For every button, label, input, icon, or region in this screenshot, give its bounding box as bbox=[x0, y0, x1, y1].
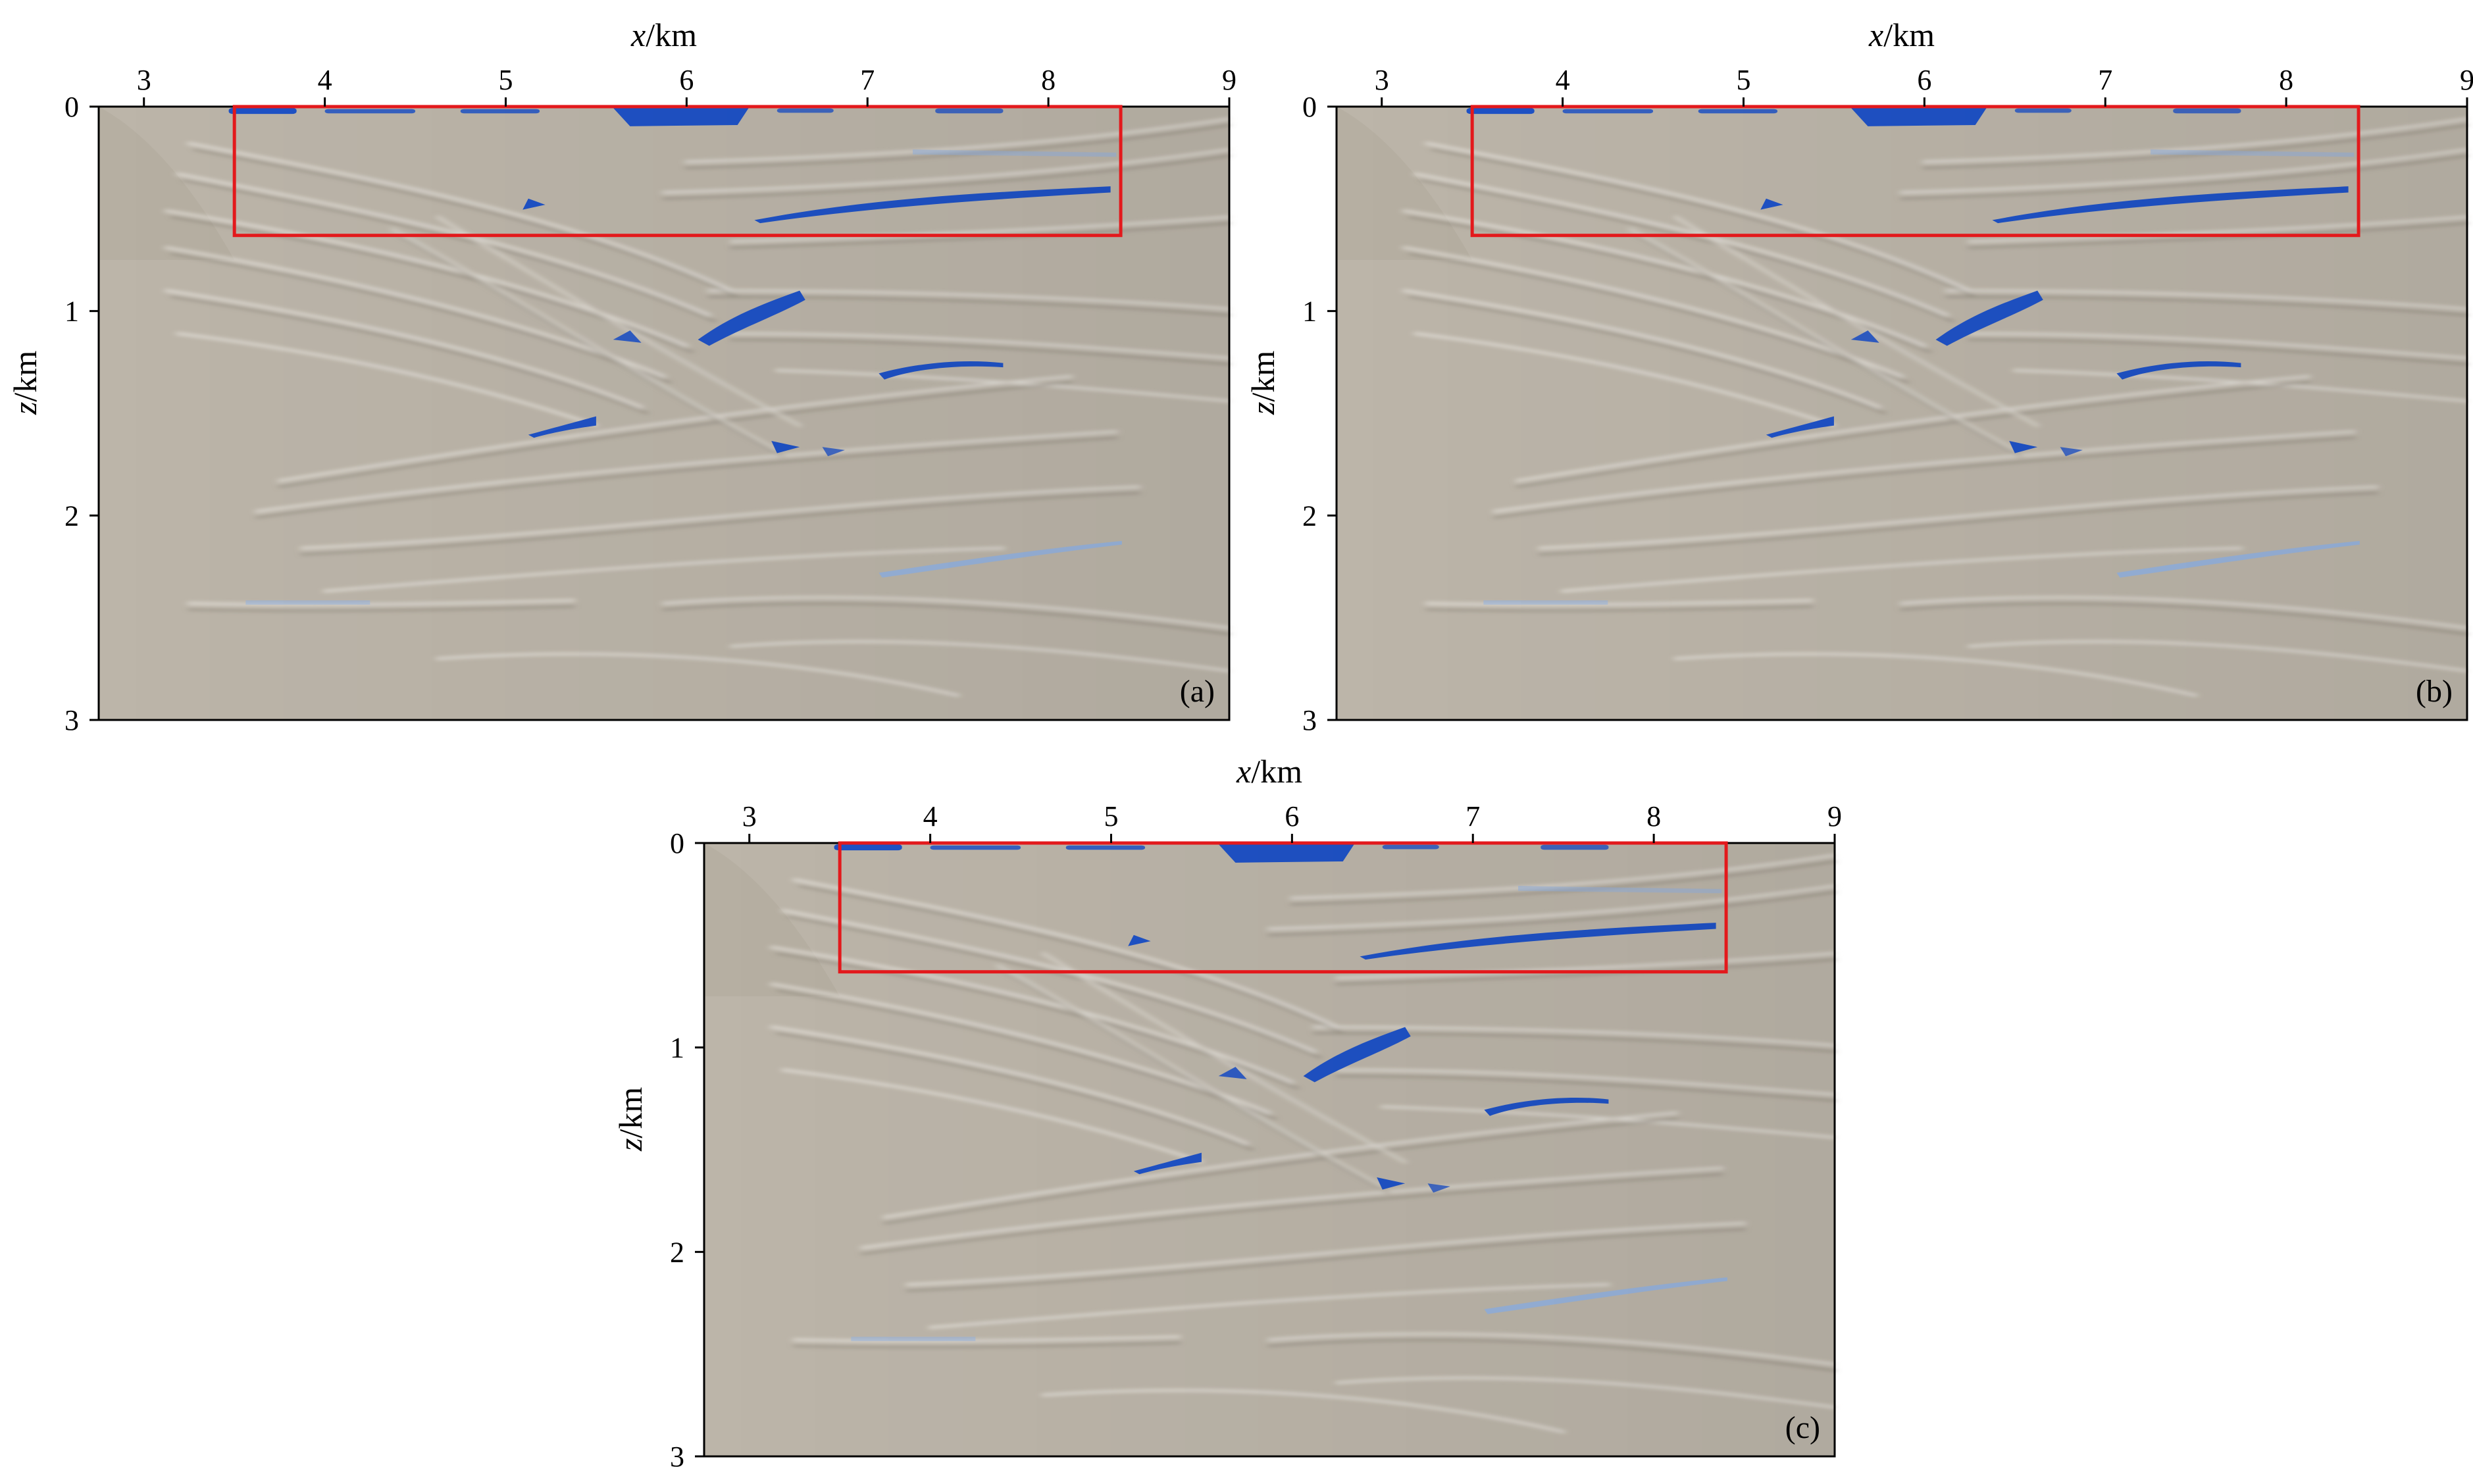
z-axis-var: z bbox=[7, 402, 43, 415]
x-axis-var: x bbox=[1868, 16, 1883, 53]
seismic-image-a bbox=[99, 107, 1229, 720]
x-tick-label: 4 bbox=[318, 64, 332, 96]
x-axis-label: x/km bbox=[1236, 753, 1302, 790]
x-axis-unit: /km bbox=[1251, 753, 1302, 790]
x-axis-label: x/km bbox=[630, 16, 697, 53]
highlight-box-b bbox=[1470, 105, 2360, 238]
z-tick-label: 2 bbox=[64, 499, 79, 532]
x-tick-label: 5 bbox=[1736, 64, 1750, 96]
z-axis-unit: /km bbox=[7, 351, 43, 402]
z-tick-label: 0 bbox=[1302, 91, 1317, 123]
seismic-image-b bbox=[1337, 107, 2467, 720]
x-tick-label: 3 bbox=[1375, 64, 1389, 96]
x-tick-label: 5 bbox=[1104, 800, 1118, 832]
x-tick-label: 6 bbox=[1917, 64, 1931, 96]
z-axis-unit: /km bbox=[1244, 351, 1281, 402]
panel-c: 3 4 5 6 7 8 9 x/km 0 1 2 3 z/km (c) bbox=[612, 753, 1842, 1473]
z-axis-label: z/km bbox=[7, 351, 43, 415]
x-tick-label: 7 bbox=[1466, 800, 1480, 832]
z-tick-label: 1 bbox=[64, 295, 79, 328]
z-axis-unit: /km bbox=[612, 1087, 649, 1139]
x-tick-label: 3 bbox=[742, 800, 757, 832]
panel-a: 3 4 5 6 7 8 9 x/km 0 1 2 3 z/km (a) bbox=[7, 16, 1236, 736]
x-tick-label: 3 bbox=[137, 64, 151, 96]
z-tick-label: 1 bbox=[670, 1032, 684, 1064]
z-tick-label: 1 bbox=[1302, 295, 1317, 328]
z-tick-label: 2 bbox=[1302, 499, 1317, 532]
x-tick-label: 8 bbox=[1646, 800, 1661, 832]
x-axis-var: x bbox=[1236, 753, 1251, 790]
x-tick-label: 6 bbox=[1285, 800, 1299, 832]
x-axis-label: x/km bbox=[1868, 16, 1935, 53]
highlight-box-c bbox=[838, 841, 1728, 974]
x-axis-var: x bbox=[630, 16, 646, 53]
panel-label: (c) bbox=[1785, 1410, 1820, 1445]
z-tick-label: 3 bbox=[64, 704, 79, 736]
x-tick-label: 4 bbox=[923, 800, 938, 832]
x-tick-label: 5 bbox=[498, 64, 513, 96]
z-axis-label: z/km bbox=[612, 1087, 649, 1152]
z-axis-label: z/km bbox=[1244, 351, 1281, 415]
z-tick-label: 3 bbox=[670, 1441, 684, 1473]
panel-b: 3 4 5 6 7 8 9 x/km 0 1 2 3 z/km (b) bbox=[1244, 16, 2473, 736]
x-axis-unit: /km bbox=[646, 16, 697, 53]
z-axis-var: z bbox=[612, 1139, 649, 1152]
x-tick-label: 7 bbox=[860, 64, 875, 96]
x-tick-label: 8 bbox=[1041, 64, 1056, 96]
x-tick-label: 6 bbox=[679, 64, 694, 96]
x-axis-unit: /km bbox=[1883, 16, 1935, 53]
x-tick-label: 9 bbox=[1827, 800, 1842, 832]
z-tick-label: 3 bbox=[1302, 704, 1317, 736]
x-tick-label: 7 bbox=[2098, 64, 2112, 96]
panel-label: (a) bbox=[1180, 674, 1215, 709]
x-tick-label: 9 bbox=[2460, 64, 2473, 96]
x-tick-label: 8 bbox=[2279, 64, 2293, 96]
highlight-box-a bbox=[232, 105, 1123, 238]
seismic-image-c bbox=[704, 843, 1835, 1456]
x-tick-label: 4 bbox=[1556, 64, 1570, 96]
z-tick-label: 2 bbox=[670, 1236, 684, 1268]
z-axis-var: z bbox=[1244, 402, 1281, 415]
z-tick-label: 0 bbox=[64, 91, 79, 123]
x-tick-label: 9 bbox=[1222, 64, 1236, 96]
z-tick-label: 0 bbox=[670, 827, 684, 859]
panel-label: (b) bbox=[2416, 674, 2453, 709]
